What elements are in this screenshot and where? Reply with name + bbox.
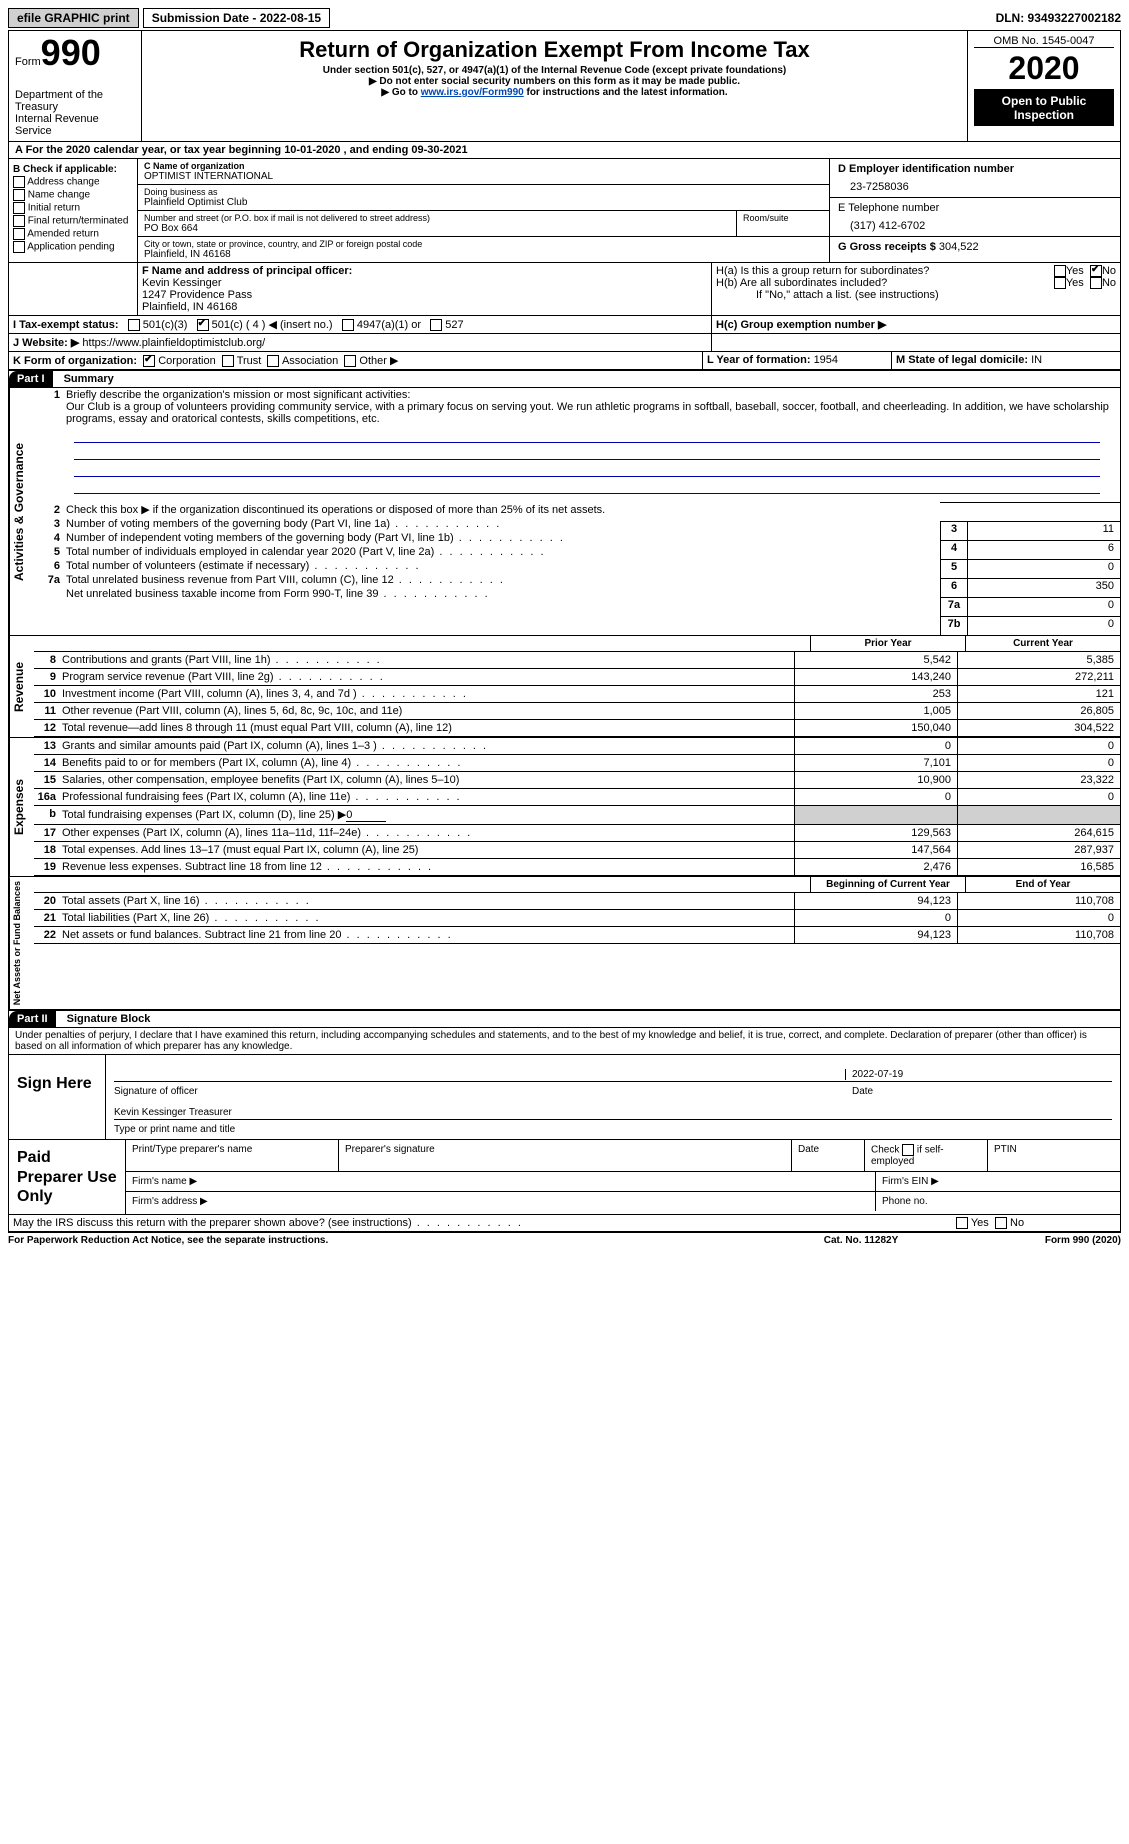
side-activities-governance: Activities & Governance — [9, 388, 34, 635]
group-return-no[interactable] — [1090, 265, 1102, 277]
501c4-checkbox[interactable] — [197, 319, 209, 331]
sign-here-label: Sign Here — [9, 1055, 106, 1139]
side-expenses: Expenses — [9, 738, 34, 876]
dln: DLN: 93493227002182 — [996, 11, 1121, 25]
omb-cell: OMB No. 1545-0047 2020 Open to Public In… — [968, 31, 1120, 141]
part-2-header: Part II — [9, 1011, 56, 1027]
corporation-checkbox[interactable] — [143, 355, 155, 367]
gross-receipts: 304,522 — [939, 241, 979, 253]
paid-preparer-label: Paid Preparer Use Only — [9, 1140, 125, 1214]
efile-btn[interactable]: efile GRAPHIC print — [8, 8, 139, 28]
form-title-cell: Return of Organization Exempt From Incom… — [142, 31, 968, 141]
cat-no: Cat. No. 11282Y — [761, 1235, 961, 1246]
form-number-cell: Form990 Department of the Treasury Inter… — [9, 31, 142, 141]
org-name: OPTIMIST INTERNATIONAL — [144, 171, 823, 182]
dba: Plainfield Optimist Club — [144, 197, 823, 208]
form-title: Return of Organization Exempt From Incom… — [148, 37, 961, 63]
perjury-declaration: Under penalties of perjury, I declare th… — [9, 1028, 1120, 1055]
officer-name: Kevin Kessinger — [142, 277, 707, 289]
tax-period: A For the 2020 calendar year, or tax yea… — [9, 142, 1120, 159]
irs-link[interactable]: www.irs.gov/Form990 — [421, 87, 524, 98]
submission-date: Submission Date - 2022-08-15 — [143, 8, 330, 28]
side-revenue: Revenue — [9, 636, 34, 737]
ein: 23-7258036 — [838, 175, 1112, 193]
sig-date: 2022-07-19 — [845, 1069, 1112, 1080]
form-footer: Form 990 (2020) — [961, 1235, 1121, 1246]
officer-name-title: Kevin Kessinger Treasurer — [114, 1107, 1112, 1118]
mission-text: Our Club is a group of volunteers provid… — [66, 401, 1109, 425]
check-if-applicable: B Check if applicable: Address change Na… — [9, 159, 138, 262]
website: https://www.plainfieldoptimistclub.org/ — [82, 337, 265, 349]
street-address: PO Box 664 — [144, 223, 730, 234]
part-1-header: Part I — [9, 371, 53, 387]
phone: (317) 412-6702 — [838, 214, 1112, 232]
v3: 11 — [968, 522, 1120, 540]
pra-notice: For Paperwork Reduction Act Notice, see … — [8, 1235, 761, 1246]
side-net-assets: Net Assets or Fund Balances — [9, 877, 34, 1009]
city-state-zip: Plainfield, IN 46168 — [144, 249, 823, 260]
